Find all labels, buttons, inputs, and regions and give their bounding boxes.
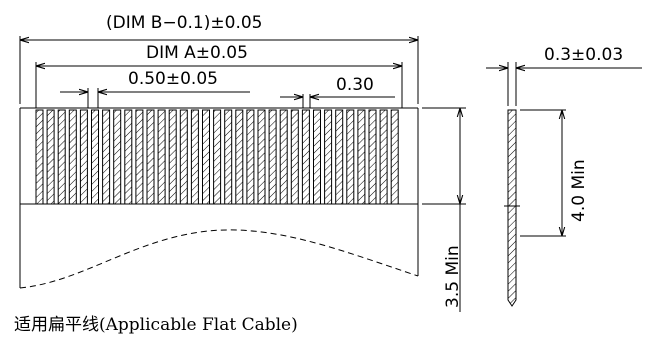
conductor-strip (190, 109, 199, 205)
conductor-width-label: 0.30 (336, 75, 374, 95)
conductor-strip (57, 109, 66, 205)
dim-b-line (19, 36, 419, 104)
conductor-strip (346, 109, 355, 205)
conductor-strips (35, 109, 399, 205)
conductor-strip (146, 109, 155, 205)
conductor-strip (179, 109, 188, 205)
dim-a-line (35, 62, 403, 108)
conductor-strip (91, 109, 99, 205)
conductor-strip (268, 109, 277, 205)
conductor-strip (202, 109, 210, 205)
conductor-strip (357, 109, 366, 205)
conductor-strip (46, 109, 55, 205)
pitch-label: 0.50±0.05 (128, 69, 218, 89)
dim-b-label: (DIM B−0.1)±0.05 (106, 13, 262, 33)
conductor-strip (379, 109, 388, 205)
conductor-strip (79, 109, 88, 205)
pitch-dim-line (60, 88, 250, 108)
caption: 适用扁平线(Applicable Flat Cable) (14, 315, 298, 335)
dim-a-label: DIM A±0.05 (146, 43, 248, 63)
conductor-strip (113, 109, 122, 205)
conductor-strip (135, 109, 144, 205)
conductor-strip (301, 109, 310, 205)
strip-length-label: 3.5 Min (443, 245, 463, 308)
conductor-strip (279, 109, 288, 205)
thickness-label: 0.3±0.03 (544, 45, 623, 65)
conductor-width-dim-line (280, 94, 395, 108)
conductor-strip (235, 109, 244, 205)
conductor-strip (213, 109, 222, 205)
conductor-strip (257, 109, 266, 205)
conductor-strip (368, 109, 377, 205)
conductor-strip (324, 109, 333, 205)
side-view (486, 62, 642, 307)
conductor-strip (68, 109, 77, 205)
stiffener-length-label: 4.0 Min (569, 159, 589, 222)
conductor-strip (168, 109, 177, 205)
conductor-strip (35, 109, 44, 205)
conductor-strip (157, 109, 166, 205)
conductor-strip (246, 109, 255, 205)
conductor-strip (313, 109, 321, 205)
conductor-strip (102, 109, 111, 205)
strip-length-dim-line (422, 107, 466, 312)
conductor-strip (290, 109, 299, 205)
conductor-strip (124, 109, 133, 205)
conductor-strip (335, 109, 344, 205)
conductor-strip (390, 109, 399, 205)
conductor-strip (224, 109, 233, 205)
